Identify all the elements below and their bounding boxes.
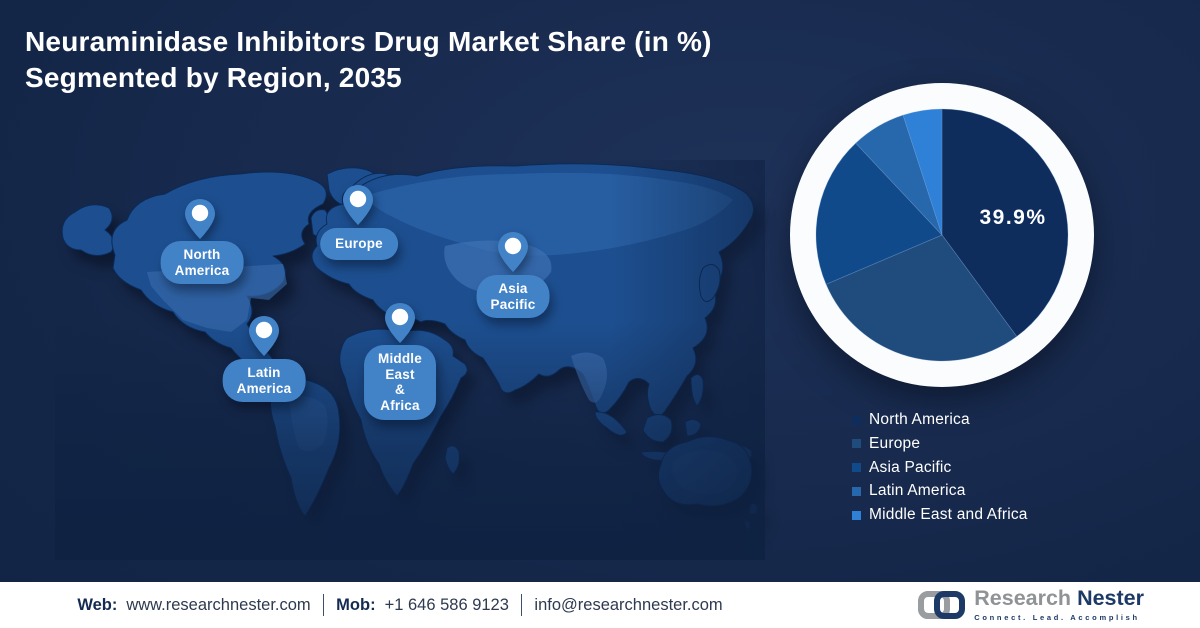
landmass-india-highlight <box>571 352 607 403</box>
map-pin-icon <box>185 199 215 239</box>
pie-slice-latin-america <box>855 114 943 236</box>
legend-swatch <box>852 415 861 425</box>
legend-item: Europe <box>852 435 1028 454</box>
legend-item: Latin America <box>852 482 1028 501</box>
page-title: Neuraminidase Inhibitors Drug Market Sha… <box>25 26 712 93</box>
footer-contact: Web: www.researchnester.com Mob: +1 646 … <box>0 582 800 628</box>
legend-swatch <box>852 486 861 496</box>
pie-slice-asia-pacific <box>815 142 943 285</box>
map-region-label: Latin America <box>222 359 306 403</box>
legend-item: Asia Pacific <box>852 458 1028 477</box>
logo-tagline: Connect. Lead. Accomplish <box>974 612 1140 622</box>
legend-swatch <box>852 510 861 520</box>
legend-label: Asia Pacific <box>869 458 952 476</box>
footer-bar: Web: www.researchnester.com Mob: +1 646 … <box>0 582 1200 628</box>
pie-highlight-label: 39.9% <box>979 206 1047 229</box>
legend-label: Latin America <box>869 482 966 500</box>
legend-label: North America <box>869 411 970 429</box>
research-nester-logo: Research Nester Connect. Lead. Accomplis… <box>917 588 1144 622</box>
map-pin-icon <box>249 316 279 356</box>
landmass-philippines <box>690 374 704 407</box>
map-region-label: Middle East & Africa <box>364 345 436 420</box>
landmass-new-zealand <box>744 503 758 531</box>
mob-label: Mob: <box>336 595 376 614</box>
email-value: info@researchnester.com <box>534 595 723 614</box>
map-pin-icon <box>385 303 415 343</box>
landmass-sumatra <box>594 411 628 436</box>
pie-slice-middle-east-and-africa <box>902 108 943 236</box>
logo-links-icon <box>918 591 966 619</box>
logo-brand-research: Research <box>974 586 1072 611</box>
landmass-borneo <box>642 414 673 443</box>
web-value: www.researchnester.com <box>126 595 311 614</box>
legend-label: Middle East and Africa <box>869 506 1028 523</box>
landmass-japan <box>698 264 721 302</box>
landmass-sulawesi <box>684 418 702 437</box>
pie-slice-europe <box>825 234 1018 362</box>
landmass-alaska <box>61 204 115 256</box>
legend-swatch <box>852 439 861 449</box>
legend-swatch <box>852 463 861 473</box>
map-region-label: North America <box>160 241 244 285</box>
legend-label: Europe <box>869 434 921 452</box>
pie-slice-north-america <box>941 108 1069 338</box>
footer-separator <box>322 594 325 616</box>
legend-item: North America <box>852 411 1028 430</box>
map-pin-icon <box>498 232 528 272</box>
map-region-label: Europe <box>320 228 398 260</box>
legend-item: Middle East and Africa <box>852 506 1028 525</box>
map-pin-icon <box>343 185 373 225</box>
logo-brand-nester: Nester <box>1077 586 1144 611</box>
logo-brand: Research Nester <box>974 588 1144 610</box>
landmass-madagascar <box>444 445 460 475</box>
mob-value: +1 646 586 9123 <box>384 595 509 614</box>
pie-legend: North America Europe Asia Pacific Latin Ame… <box>852 411 1028 529</box>
pie-chart-svg <box>790 83 1094 387</box>
logo-text: Research Nester Connect. Lead. Accomplis… <box>974 588 1144 622</box>
footer-separator <box>520 594 523 616</box>
map-region-label: Asia Pacific <box>476 275 550 319</box>
pie-chart <box>782 75 1102 395</box>
web-label: Web: <box>77 595 118 614</box>
